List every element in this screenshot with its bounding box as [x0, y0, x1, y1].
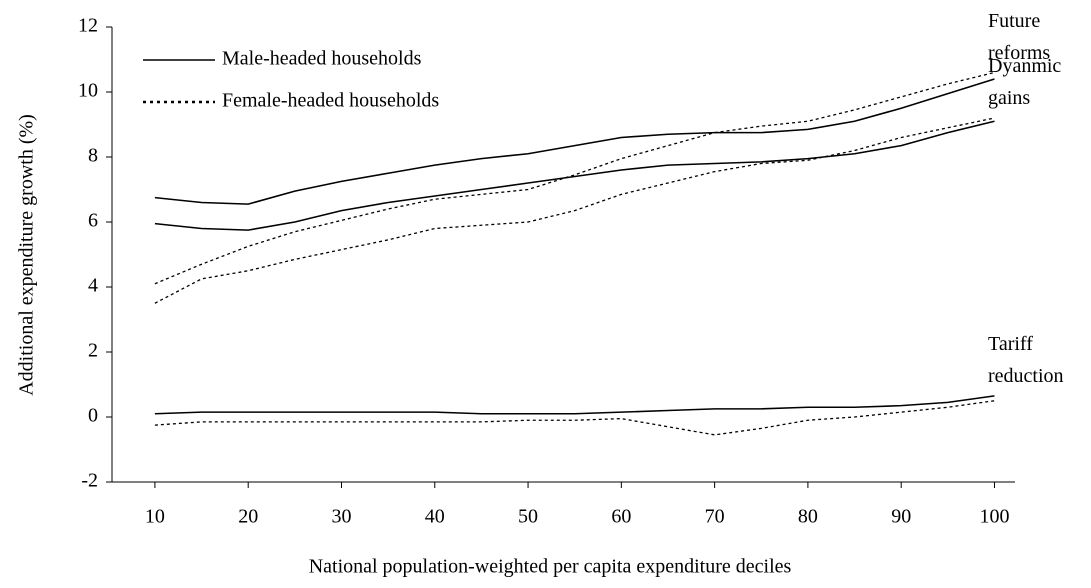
x-tick-label: 100 [979, 506, 1009, 528]
series-line [154, 117, 995, 304]
x-tick-label: 20 [238, 506, 258, 528]
y-tick-label: 4 [88, 275, 98, 297]
series-line [154, 78, 995, 205]
legend-label: Male-headed households [222, 48, 422, 70]
x-tick-label: 80 [798, 506, 818, 528]
series-line [154, 395, 995, 415]
y-tick-label: 10 [78, 80, 98, 102]
x-tick-label: 50 [518, 506, 538, 528]
y-tick-label: 6 [88, 210, 98, 232]
group-label: Dyanmic gains [988, 55, 1062, 109]
y-axis-title: Additional expenditure growth (%) [16, 114, 38, 396]
x-axis-title: National population-weighted per capita … [309, 556, 792, 578]
y-tick-label: 8 [88, 145, 98, 167]
x-tick-label: 10 [145, 506, 165, 528]
x-tick-label: 90 [891, 506, 911, 528]
y-tick-label: -2 [81, 470, 98, 492]
x-tick-label: 70 [705, 506, 725, 528]
x-tick-label: 30 [331, 506, 351, 528]
group-label: Tariff reduction [988, 332, 1064, 387]
y-tick-label: 2 [88, 340, 98, 362]
y-tick-label: 12 [78, 15, 98, 37]
legend-label: Female-headed households [222, 90, 439, 112]
group-label: Future reforms [988, 9, 1051, 64]
series-line [154, 400, 995, 436]
y-tick-label: 0 [88, 405, 98, 427]
x-tick-label: 60 [611, 506, 631, 528]
x-tick-label: 40 [425, 506, 445, 528]
series-line [154, 120, 995, 231]
